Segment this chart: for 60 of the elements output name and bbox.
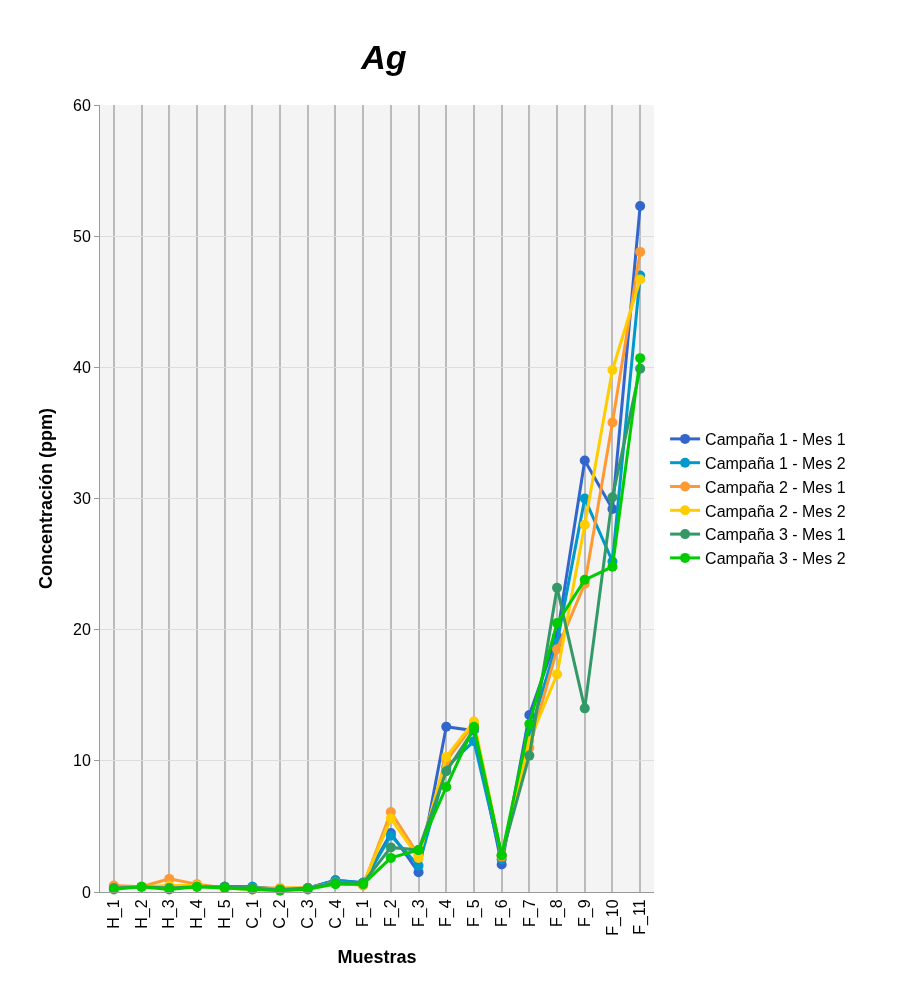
legend-label: Campaña 1 - Mes 2	[705, 454, 846, 472]
point	[441, 721, 452, 732]
point	[441, 766, 452, 777]
point	[385, 813, 396, 824]
point	[524, 719, 535, 730]
x-tick-label: F_5	[465, 899, 484, 927]
x-tick-label: H_5	[215, 899, 234, 929]
point	[552, 618, 563, 629]
x-tick-label: F_4	[437, 899, 456, 927]
y-tick-label: 30	[73, 490, 91, 508]
x-tick-label: C_4	[326, 899, 345, 929]
x-tick-label: H_1	[105, 899, 124, 929]
y-tick-label: 60	[73, 96, 91, 114]
legend-label: Campaña 1 - Mes 1	[705, 431, 846, 449]
x-tick-label: C_2	[271, 899, 290, 929]
x-tick-label: F_3	[409, 899, 428, 927]
point	[524, 750, 535, 761]
x-axis-title: Muestras	[337, 946, 417, 967]
legend-label: Campaña 3 - Mes 1	[705, 526, 846, 544]
y-tick-label: 50	[73, 227, 91, 245]
point	[635, 274, 646, 285]
x-tick-label: H_2	[132, 899, 151, 929]
x-tick-label: F_1	[354, 899, 373, 927]
x-tick-label: F_6	[492, 899, 511, 927]
point	[552, 669, 563, 680]
point	[607, 492, 618, 503]
x-tick-label: F_11	[631, 899, 650, 935]
point	[579, 455, 590, 466]
point	[607, 561, 618, 572]
point	[441, 751, 452, 762]
point	[635, 201, 646, 211]
x-tick-label: H_4	[188, 899, 207, 929]
y-axis-title: Concentración (ppm)	[36, 407, 57, 590]
legend-label: Campaña 3 - Mes 2	[705, 550, 846, 568]
point	[385, 842, 396, 853]
point	[579, 703, 590, 714]
point	[441, 782, 452, 793]
y-tick-label: 40	[73, 358, 91, 376]
x-tick-label: H_3	[160, 899, 179, 929]
point	[552, 582, 563, 593]
point	[579, 574, 590, 585]
point	[607, 417, 618, 428]
point	[635, 353, 646, 364]
point	[607, 364, 618, 375]
x-tick-label: F_10	[603, 899, 622, 936]
x-tick-label: F_9	[575, 899, 594, 927]
chart-title: Ag	[360, 37, 407, 76]
point	[579, 519, 590, 530]
x-tick-label: C_1	[243, 899, 262, 929]
x-tick-label: C_3	[298, 899, 317, 929]
y-tick-label: 20	[73, 621, 91, 639]
legend-label: Campaña 2 - Mes 1	[705, 478, 846, 496]
x-tick-label: F_8	[548, 899, 567, 927]
legend-label: Campaña 2 - Mes 2	[705, 502, 846, 520]
x-tick-label: F_7	[520, 899, 539, 927]
point	[635, 246, 646, 257]
y-tick-label: 10	[73, 752, 91, 770]
y-tick-label: 0	[81, 883, 91, 901]
x-tick-label: F_2	[382, 899, 401, 927]
point	[385, 852, 396, 863]
